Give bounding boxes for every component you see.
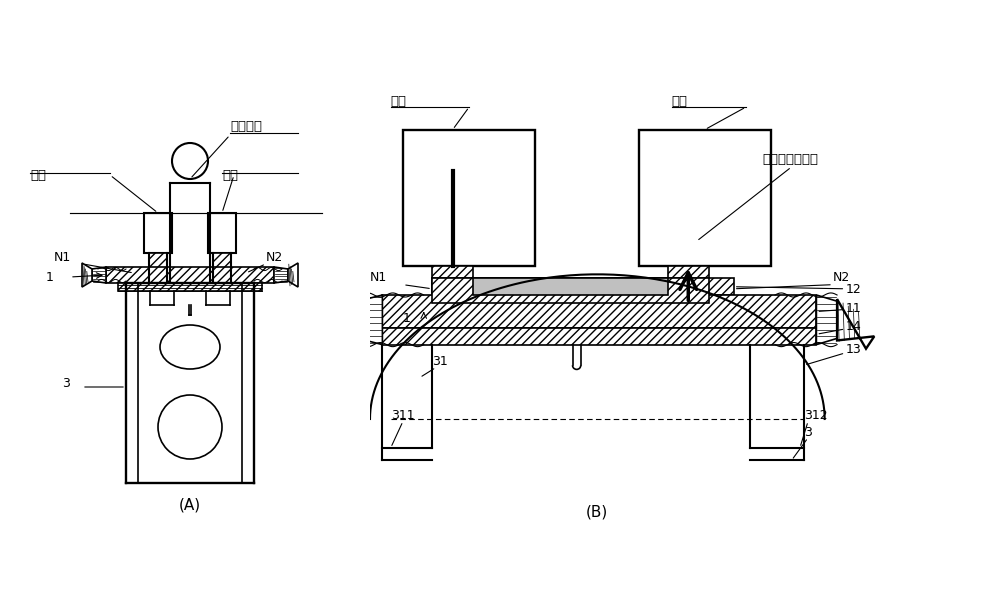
- Bar: [473, 278, 668, 295]
- Bar: [208, 213, 236, 253]
- Text: N2: N2: [833, 271, 850, 284]
- Text: 电极: 电极: [391, 95, 407, 108]
- Text: 3: 3: [62, 377, 70, 390]
- Bar: [382, 295, 816, 328]
- Bar: [639, 130, 771, 266]
- Polygon shape: [320, 299, 358, 349]
- Bar: [432, 278, 734, 295]
- Text: 1: 1: [403, 312, 411, 325]
- Text: N1: N1: [370, 271, 387, 284]
- Text: 电极: 电极: [222, 169, 238, 182]
- Bar: [432, 278, 709, 303]
- Polygon shape: [92, 267, 106, 283]
- Text: 焊接电流的流动: 焊接电流的流动: [763, 153, 819, 166]
- Text: 311: 311: [391, 409, 414, 422]
- Bar: [432, 266, 473, 303]
- Text: 3: 3: [804, 425, 812, 438]
- Text: (B): (B): [586, 504, 608, 519]
- Polygon shape: [837, 299, 874, 349]
- Bar: [144, 213, 172, 253]
- Polygon shape: [274, 267, 288, 283]
- Text: 12: 12: [845, 283, 861, 296]
- Text: N2: N2: [266, 251, 283, 264]
- Bar: [118, 283, 262, 291]
- Text: 31: 31: [432, 355, 448, 368]
- Bar: [149, 253, 167, 283]
- Text: 焊接电源: 焊接电源: [230, 120, 262, 133]
- Polygon shape: [82, 263, 92, 287]
- Bar: [106, 267, 274, 283]
- Text: 电极: 电极: [30, 169, 46, 182]
- Bar: [213, 253, 231, 283]
- Text: 电极: 电极: [672, 95, 688, 108]
- Text: 11: 11: [845, 301, 861, 314]
- Polygon shape: [358, 295, 382, 345]
- Text: 312: 312: [804, 409, 828, 422]
- Text: 14: 14: [845, 320, 861, 333]
- Bar: [403, 130, 535, 266]
- Text: (A): (A): [179, 497, 201, 512]
- Bar: [382, 328, 816, 345]
- Text: 13: 13: [845, 343, 861, 356]
- Polygon shape: [816, 295, 837, 345]
- Bar: [668, 266, 709, 303]
- Text: N1: N1: [54, 251, 71, 264]
- Polygon shape: [288, 263, 298, 287]
- Text: 1: 1: [46, 271, 54, 284]
